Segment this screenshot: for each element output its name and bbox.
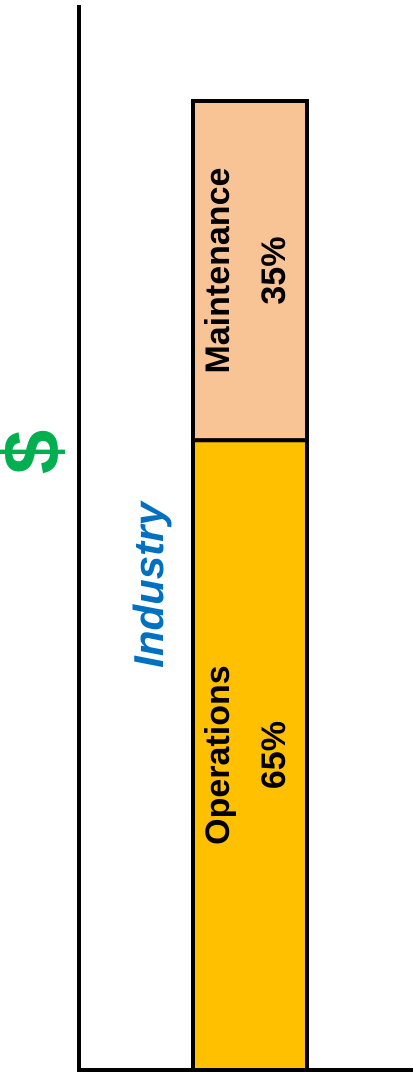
category-label: Industry	[125, 500, 172, 668]
bar-segment	[191, 438, 309, 1072]
segment-label: 65%	[255, 721, 293, 789]
bar-segment	[191, 99, 309, 443]
segment-name: Maintenance	[199, 168, 237, 374]
segment-name: Operations	[199, 665, 237, 844]
y-axis-label: $	[0, 430, 76, 475]
segment-label: 35%	[255, 237, 293, 305]
